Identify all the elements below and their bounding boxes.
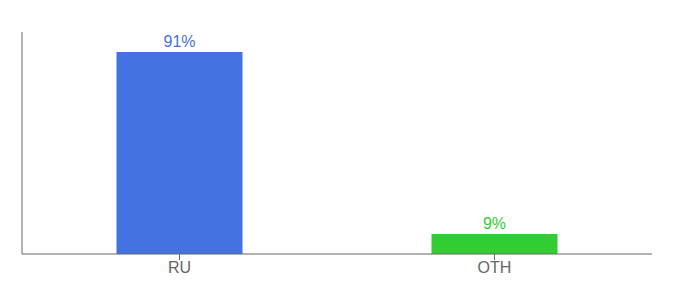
svg-text:91%: 91% (163, 33, 195, 50)
svg-text:OTH: OTH (478, 259, 512, 276)
svg-text:9%: 9% (483, 215, 506, 232)
svg-text:RU: RU (168, 259, 191, 276)
